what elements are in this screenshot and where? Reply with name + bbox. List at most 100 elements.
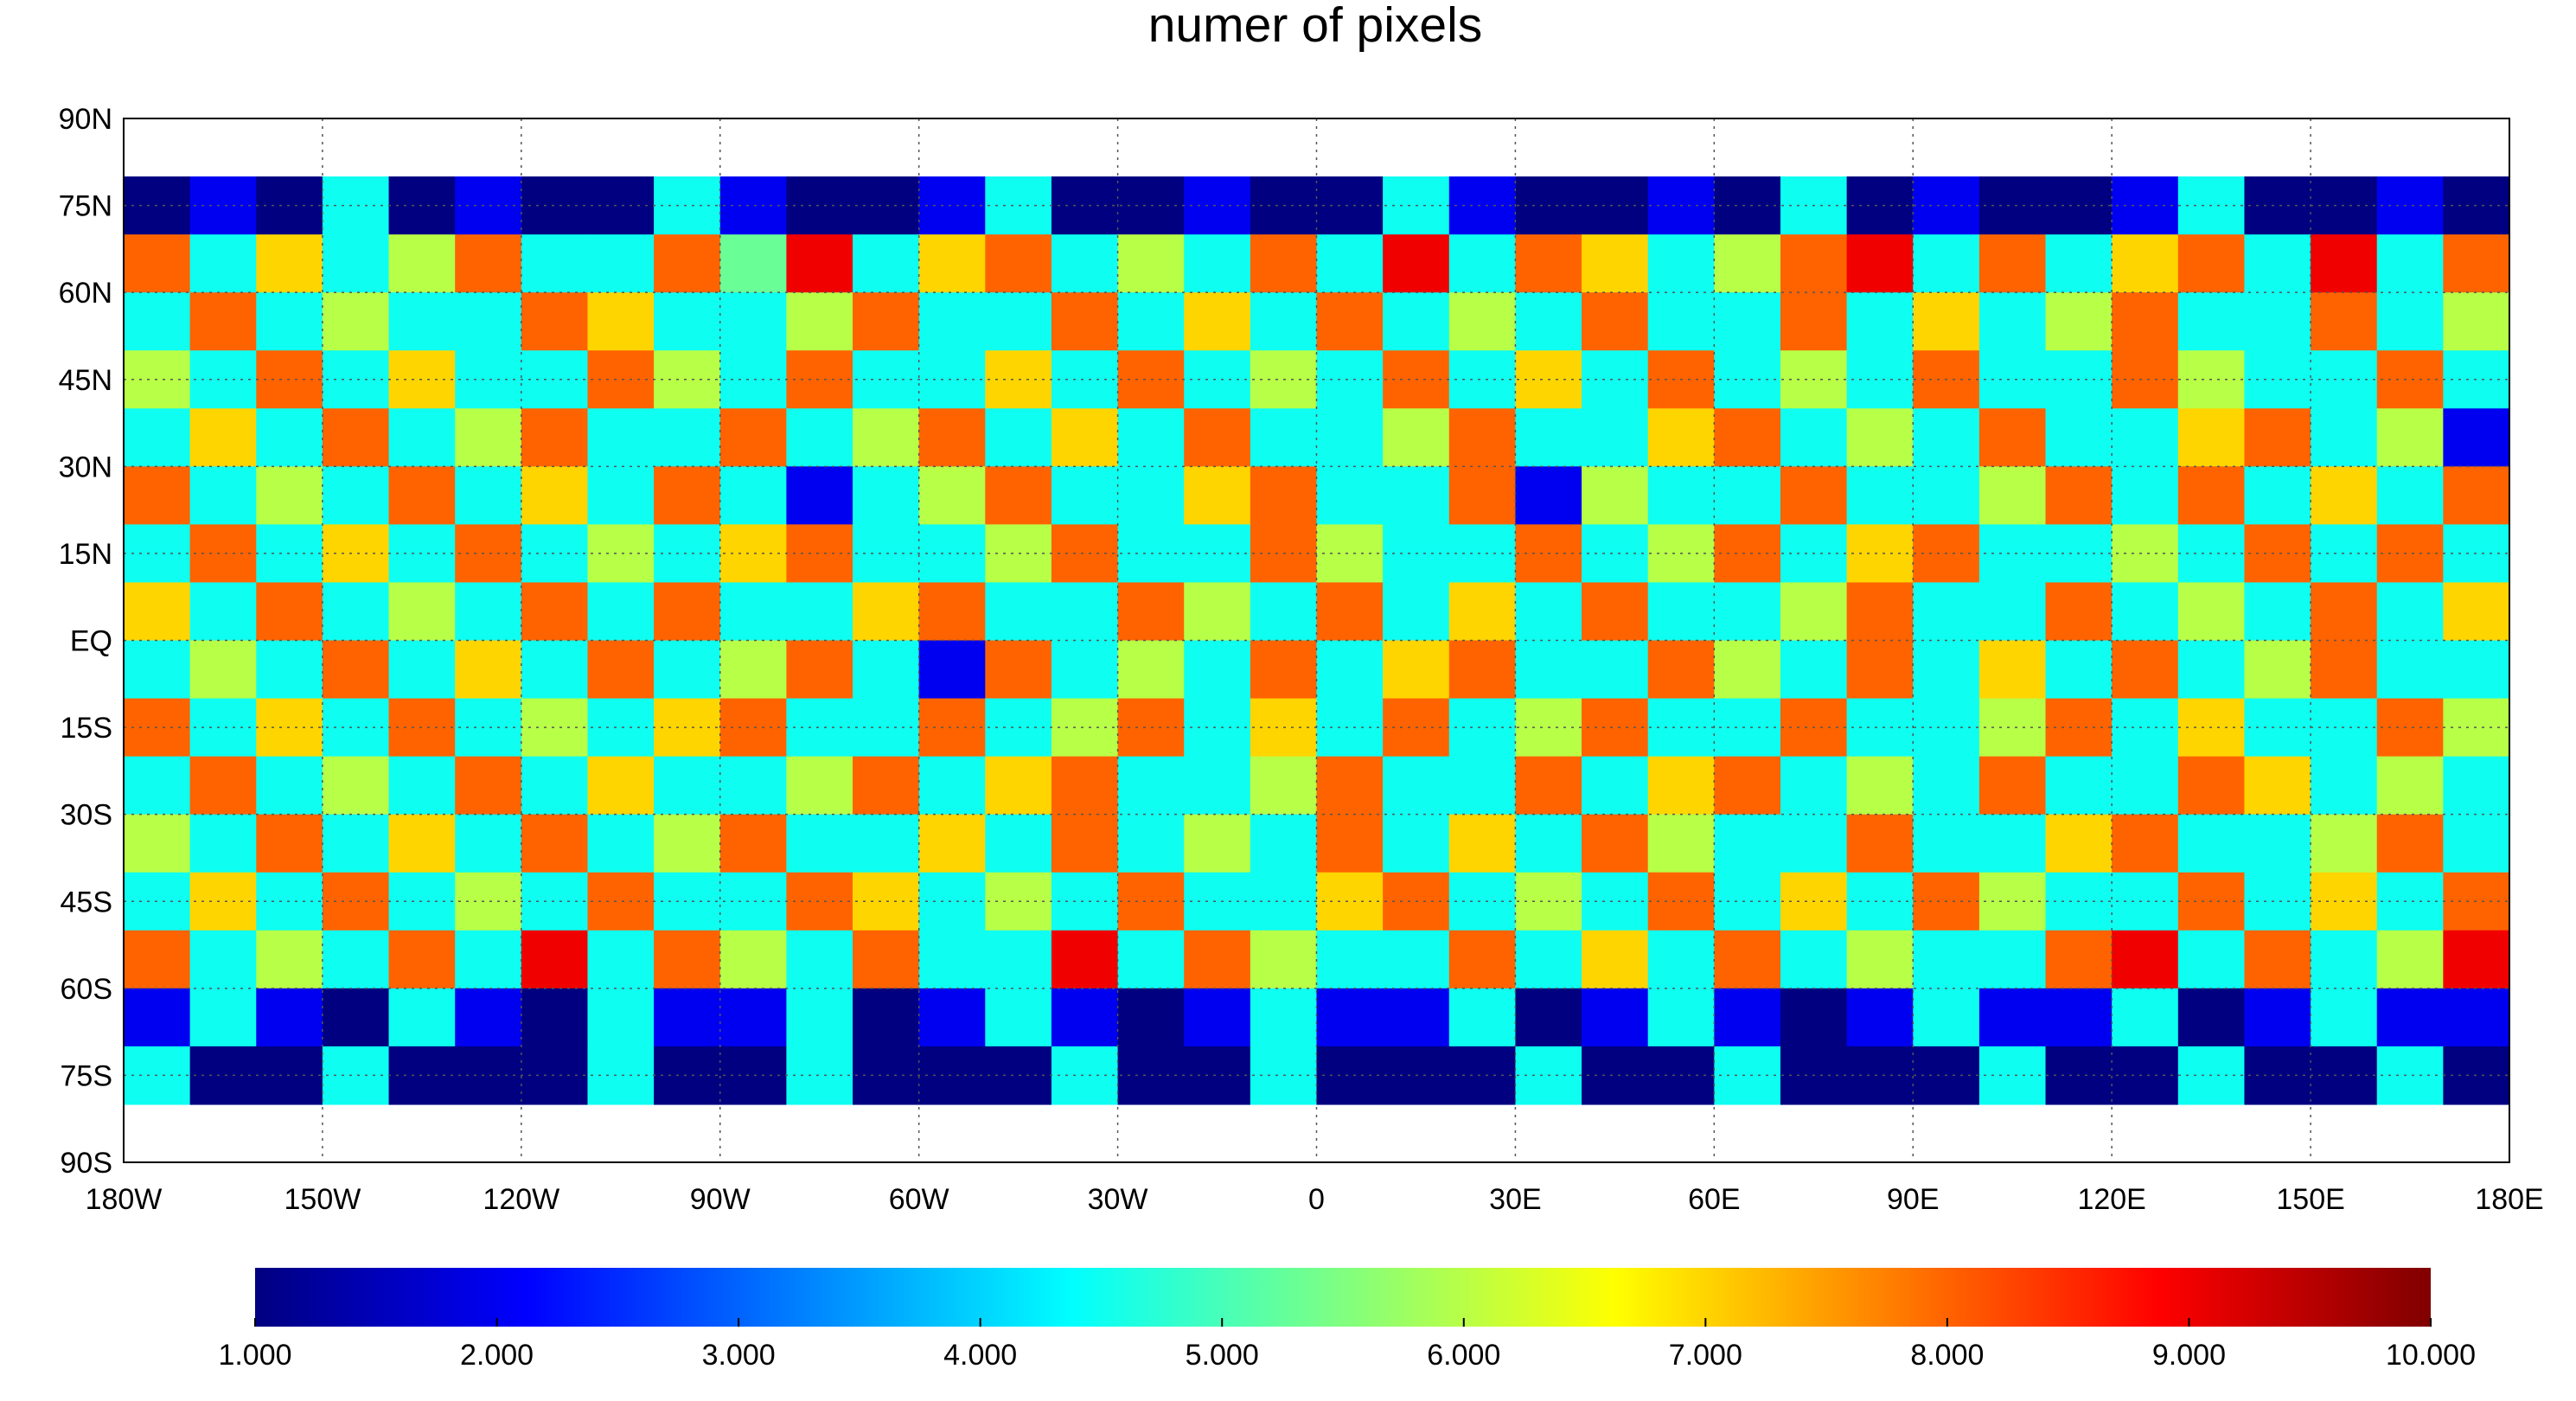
cell [1780,234,1848,293]
cell [256,408,323,467]
cell [1780,466,1848,525]
cell [1448,930,1517,989]
cell [1780,756,1848,816]
cell [256,582,323,642]
cell [587,408,655,467]
cell [1250,582,1318,642]
x-tick-label: 120E [2077,1183,2145,1216]
cell [2112,350,2179,409]
cell [322,234,390,293]
cell [1647,640,1715,700]
cell [1051,698,1119,758]
cell [1714,698,1781,758]
cell [388,292,456,351]
cell [1846,988,1914,1047]
cell [1978,408,2047,467]
cell [2177,582,2246,642]
cell [1448,1046,1517,1105]
cell [985,872,1052,931]
cell [587,814,655,873]
cell [1582,640,1649,700]
cell [654,872,721,931]
cell [322,176,390,235]
cell [654,524,721,584]
cell [2443,814,2510,873]
cell [189,582,257,642]
cell [1846,292,1914,351]
cell [388,582,456,642]
cell [2112,176,2179,235]
cell [1250,466,1318,525]
cell [455,466,522,525]
cell [1913,466,1980,525]
cell [2376,466,2444,525]
cell [1582,872,1649,931]
cell [1714,814,1781,873]
cell [1978,814,2047,873]
cell [1582,408,1649,467]
cell [2112,524,2179,584]
cell [1250,988,1318,1047]
cell [124,988,191,1047]
cell [322,756,390,816]
cell [455,698,522,758]
cell [124,292,191,351]
cell [853,292,920,351]
cell [189,292,257,351]
cell [1780,814,1848,873]
cell [455,524,522,584]
cell [2177,814,2246,873]
cell [853,756,920,816]
cell [256,292,323,351]
cell [654,582,721,642]
cell [1316,988,1384,1047]
cell [521,524,589,584]
cell [388,988,456,1047]
cell [455,640,522,700]
cell [1383,988,1450,1047]
cell [2376,176,2444,235]
cell [2112,408,2179,467]
cell [189,466,257,525]
cell [1714,1046,1781,1105]
cell [853,640,920,700]
cell [2045,930,2113,989]
x-tick-label: 60W [889,1183,949,1216]
cell [1250,640,1318,700]
cell [455,930,522,989]
x-tick-label: 180W [86,1183,163,1216]
cell [1383,292,1450,351]
cell [1383,640,1450,700]
cell [654,176,721,235]
cell [2376,350,2444,409]
y-tick-label: 90N [59,103,112,136]
cell [918,872,986,931]
cell [587,466,655,525]
cell [2045,292,2113,351]
cell [388,872,456,931]
cell [1448,234,1517,293]
cell [521,234,589,293]
cell [1714,176,1781,235]
cell [786,930,853,989]
cell [719,292,787,351]
cell [521,872,589,931]
cell [1913,756,1980,816]
cell [2376,988,2444,1047]
cell [1846,582,1914,642]
cell [1117,640,1185,700]
colorbar-tick-label: 4.000 [943,1339,1017,1372]
cell [322,524,390,584]
cell [786,756,853,816]
cell [654,1046,721,1105]
cell [1051,814,1119,873]
cell [1913,234,1980,293]
cell [2443,234,2510,293]
cell [1913,640,1980,700]
cell [1913,988,1980,1047]
cell [388,466,456,525]
cell [1184,234,1251,293]
grid [123,118,2510,1163]
cell [1316,930,1384,989]
cell [654,814,721,873]
